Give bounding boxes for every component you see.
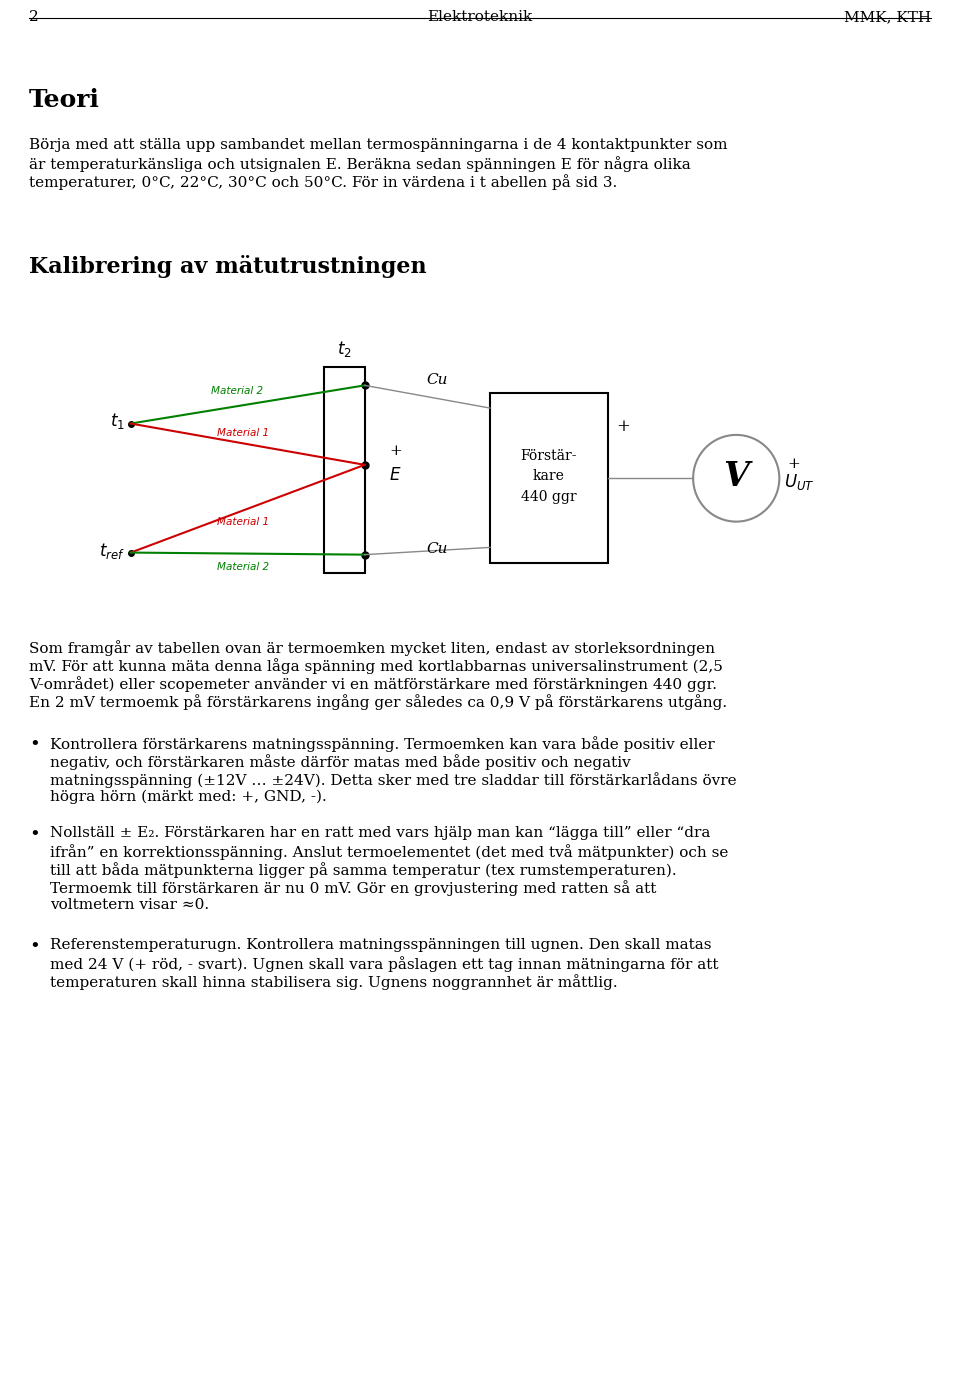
Text: voltmetern visar ≈0.: voltmetern visar ≈0. — [50, 898, 209, 912]
Text: Material 1: Material 1 — [217, 428, 269, 437]
Text: MMK, KTH: MMK, KTH — [844, 10, 931, 23]
Text: +: + — [389, 444, 402, 458]
Text: negativ, och förstärkaren måste därför matas med både positiv och negativ: negativ, och förstärkaren måste därför m… — [50, 753, 631, 770]
Circle shape — [693, 435, 780, 522]
Text: Cu: Cu — [426, 373, 447, 388]
Text: Material 2: Material 2 — [217, 562, 269, 571]
Text: med 24 V (+ röd, - svart). Ugnen skall vara påslagen ett tag innan mätningarna f: med 24 V (+ röd, - svart). Ugnen skall v… — [50, 956, 718, 972]
Text: Referenstemperaturugn. Kontrollera matningsspänningen till ugnen. Den skall mata: Referenstemperaturugn. Kontrollera matni… — [50, 938, 711, 952]
Text: $t_2$: $t_2$ — [337, 338, 351, 359]
Text: temperaturer, 0°C, 22°C, 30°C och 50°C. För in värdena i t abellen på sid 3.: temperaturer, 0°C, 22°C, 30°C och 50°C. … — [29, 174, 617, 190]
Text: mV. För att kunna mäta denna låga spänning med kortlabbarnas universalinstrument: mV. För att kunna mäta denna låga spänni… — [29, 658, 723, 673]
Text: •: • — [29, 736, 39, 753]
Text: Förstär-: Förstär- — [520, 448, 577, 462]
Text: Termoemk till förstärkaren är nu 0 mV. Gör en grovjustering med ratten så att: Termoemk till förstärkaren är nu 0 mV. G… — [50, 880, 657, 896]
Text: högra hörn (märkt med: +, GND, -).: högra hörn (märkt med: +, GND, -). — [50, 789, 326, 805]
Text: Material 2: Material 2 — [211, 386, 264, 396]
Text: Cu: Cu — [426, 542, 447, 556]
Text: $E$: $E$ — [390, 466, 401, 483]
Text: •: • — [29, 938, 39, 956]
Text: V-området) eller scopemeter använder vi en mätförstärkare med förstärkningen 440: V-området) eller scopemeter använder vi … — [29, 676, 717, 691]
Text: Nollställ ± E₂. Förstärkaren har en ratt med vars hjälp man kan “lägga till” ell: Nollställ ± E₂. Förstärkaren har en ratt… — [50, 827, 710, 840]
Text: är temperaturkänsliga och utsignalen E. Beräkna sedan spänningen E för några oli: är temperaturkänsliga och utsignalen E. … — [29, 156, 690, 172]
Text: till att båda mätpunkterna ligger på samma temperatur (tex rumstemperaturen).: till att båda mätpunkterna ligger på sam… — [50, 862, 677, 878]
Text: Kalibrering av mätutrustningen: Kalibrering av mätutrustningen — [29, 255, 426, 277]
Text: 2: 2 — [29, 10, 38, 23]
Text: 440 ggr: 440 ggr — [521, 490, 577, 504]
Text: kare: kare — [533, 469, 564, 483]
Text: $t_1$: $t_1$ — [109, 411, 125, 432]
Text: Börja med att ställa upp sambandet mellan termospänningarna i de 4 kontaktpunkte: Börja med att ställa upp sambandet mella… — [29, 138, 728, 152]
Text: Kontrollera förstärkarens matningsspänning. Termoemken kan vara både positiv ell: Kontrollera förstärkarens matningsspänni… — [50, 736, 714, 752]
Text: Teori: Teori — [29, 88, 100, 112]
Text: En 2 mV termoemk på förstärkarens ingång ger således ca 0,9 V på förstärkarens u: En 2 mV termoemk på förstärkarens ingång… — [29, 694, 727, 709]
Text: $t_{ref}$: $t_{ref}$ — [99, 541, 125, 560]
FancyBboxPatch shape — [490, 392, 608, 563]
Text: +: + — [787, 457, 801, 471]
Text: ifrån” en korrektionsspänning. Anslut termoelementet (det med två mätpunkter) oc: ifrån” en korrektionsspänning. Anslut te… — [50, 845, 729, 860]
Text: +: + — [616, 418, 630, 435]
Text: $U_{UT}$: $U_{UT}$ — [784, 472, 815, 493]
Text: matningsspänning (±12V … ±24V). Detta sker med tre sladdar till förstärkarlådans: matningsspänning (±12V … ±24V). Detta sk… — [50, 771, 736, 788]
Text: Som framgår av tabellen ovan är termoemken mycket liten, endast av storleksordni: Som framgår av tabellen ovan är termoemk… — [29, 640, 715, 656]
Text: temperaturen skall hinna stabilisera sig. Ugnens noggrannhet är måttlig.: temperaturen skall hinna stabilisera sig… — [50, 974, 617, 989]
FancyBboxPatch shape — [324, 367, 365, 573]
Text: Elektroteknik: Elektroteknik — [427, 10, 533, 23]
Text: •: • — [29, 827, 39, 845]
Text: V: V — [723, 460, 749, 493]
Text: Material 1: Material 1 — [217, 518, 269, 527]
